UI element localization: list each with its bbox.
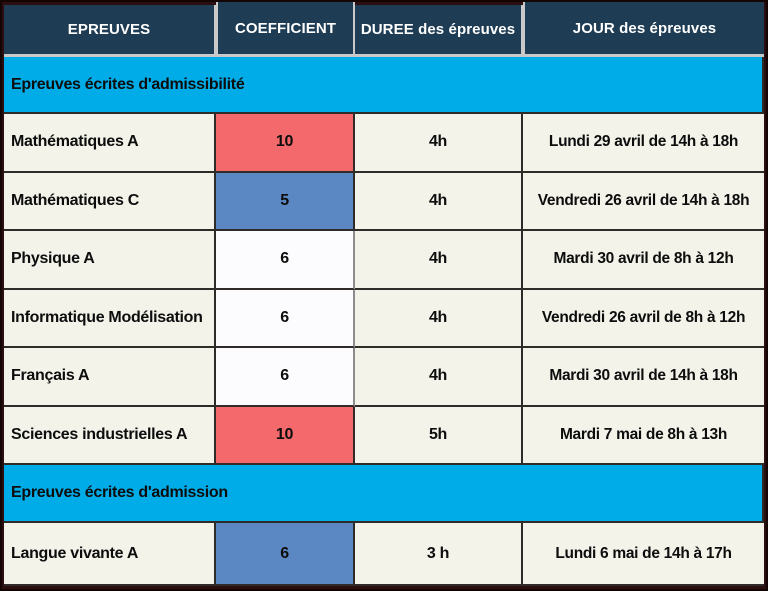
coefficient-cell: 6 [216,231,355,290]
jour-cell: Mardi 30 avril de 8h à 12h [523,231,764,290]
coefficient-cell: 6 [216,289,355,348]
section-header-admission: Epreuves écrites d'admission [4,465,764,523]
epreuve-cell: Français A [4,348,216,407]
jour-cell: Mardi 7 mai de 8h à 13h [523,406,764,465]
duree-cell: 4h [355,289,523,348]
coefficient-cell: 6 [216,348,355,407]
duree-cell: 5h [355,406,523,465]
coefficient-cell: 6 [216,523,355,586]
epreuve-cell: Informatique Modélisation [4,289,216,348]
column-header-epreuves: EPREUVES [4,5,216,57]
epreuve-cell: Mathématiques C [4,172,216,231]
jour-cell: Mardi 30 avril de 14h à 18h [523,348,764,407]
epreuve-cell: Mathématiques A [4,114,216,173]
jour-cell: Lundi 6 mai de 14h à 17h [523,523,764,586]
section-header-admissibilite: Epreuves écrites d'admissibilité [4,57,764,114]
column-header-duree: DUREE des épreuves [355,5,523,57]
column-header-jour: JOUR des épreuves [523,2,764,57]
duree-cell: 3 h [355,523,523,586]
epreuve-cell: Physique A [4,231,216,290]
column-header-coefficient: COEFFICIENT [216,2,355,57]
jour-cell: Vendredi 26 avril de 8h à 12h [523,289,764,348]
table-grid: EPREUVES COEFFICIENT DUREE des épreuves … [4,2,764,586]
duree-cell: 4h [355,231,523,290]
coefficient-cell: 10 [216,114,355,173]
epreuve-cell: Sciences industrielles A [4,406,216,465]
coefficient-cell: 10 [216,406,355,465]
duree-cell: 4h [355,348,523,407]
jour-cell: Lundi 29 avril de 14h à 18h [523,114,764,173]
duree-cell: 4h [355,114,523,173]
jour-cell: Vendredi 26 avril de 14h à 18h [523,172,764,231]
duree-cell: 4h [355,172,523,231]
epreuve-cell: Langue vivante A [4,523,216,586]
coefficient-cell: 5 [216,172,355,231]
